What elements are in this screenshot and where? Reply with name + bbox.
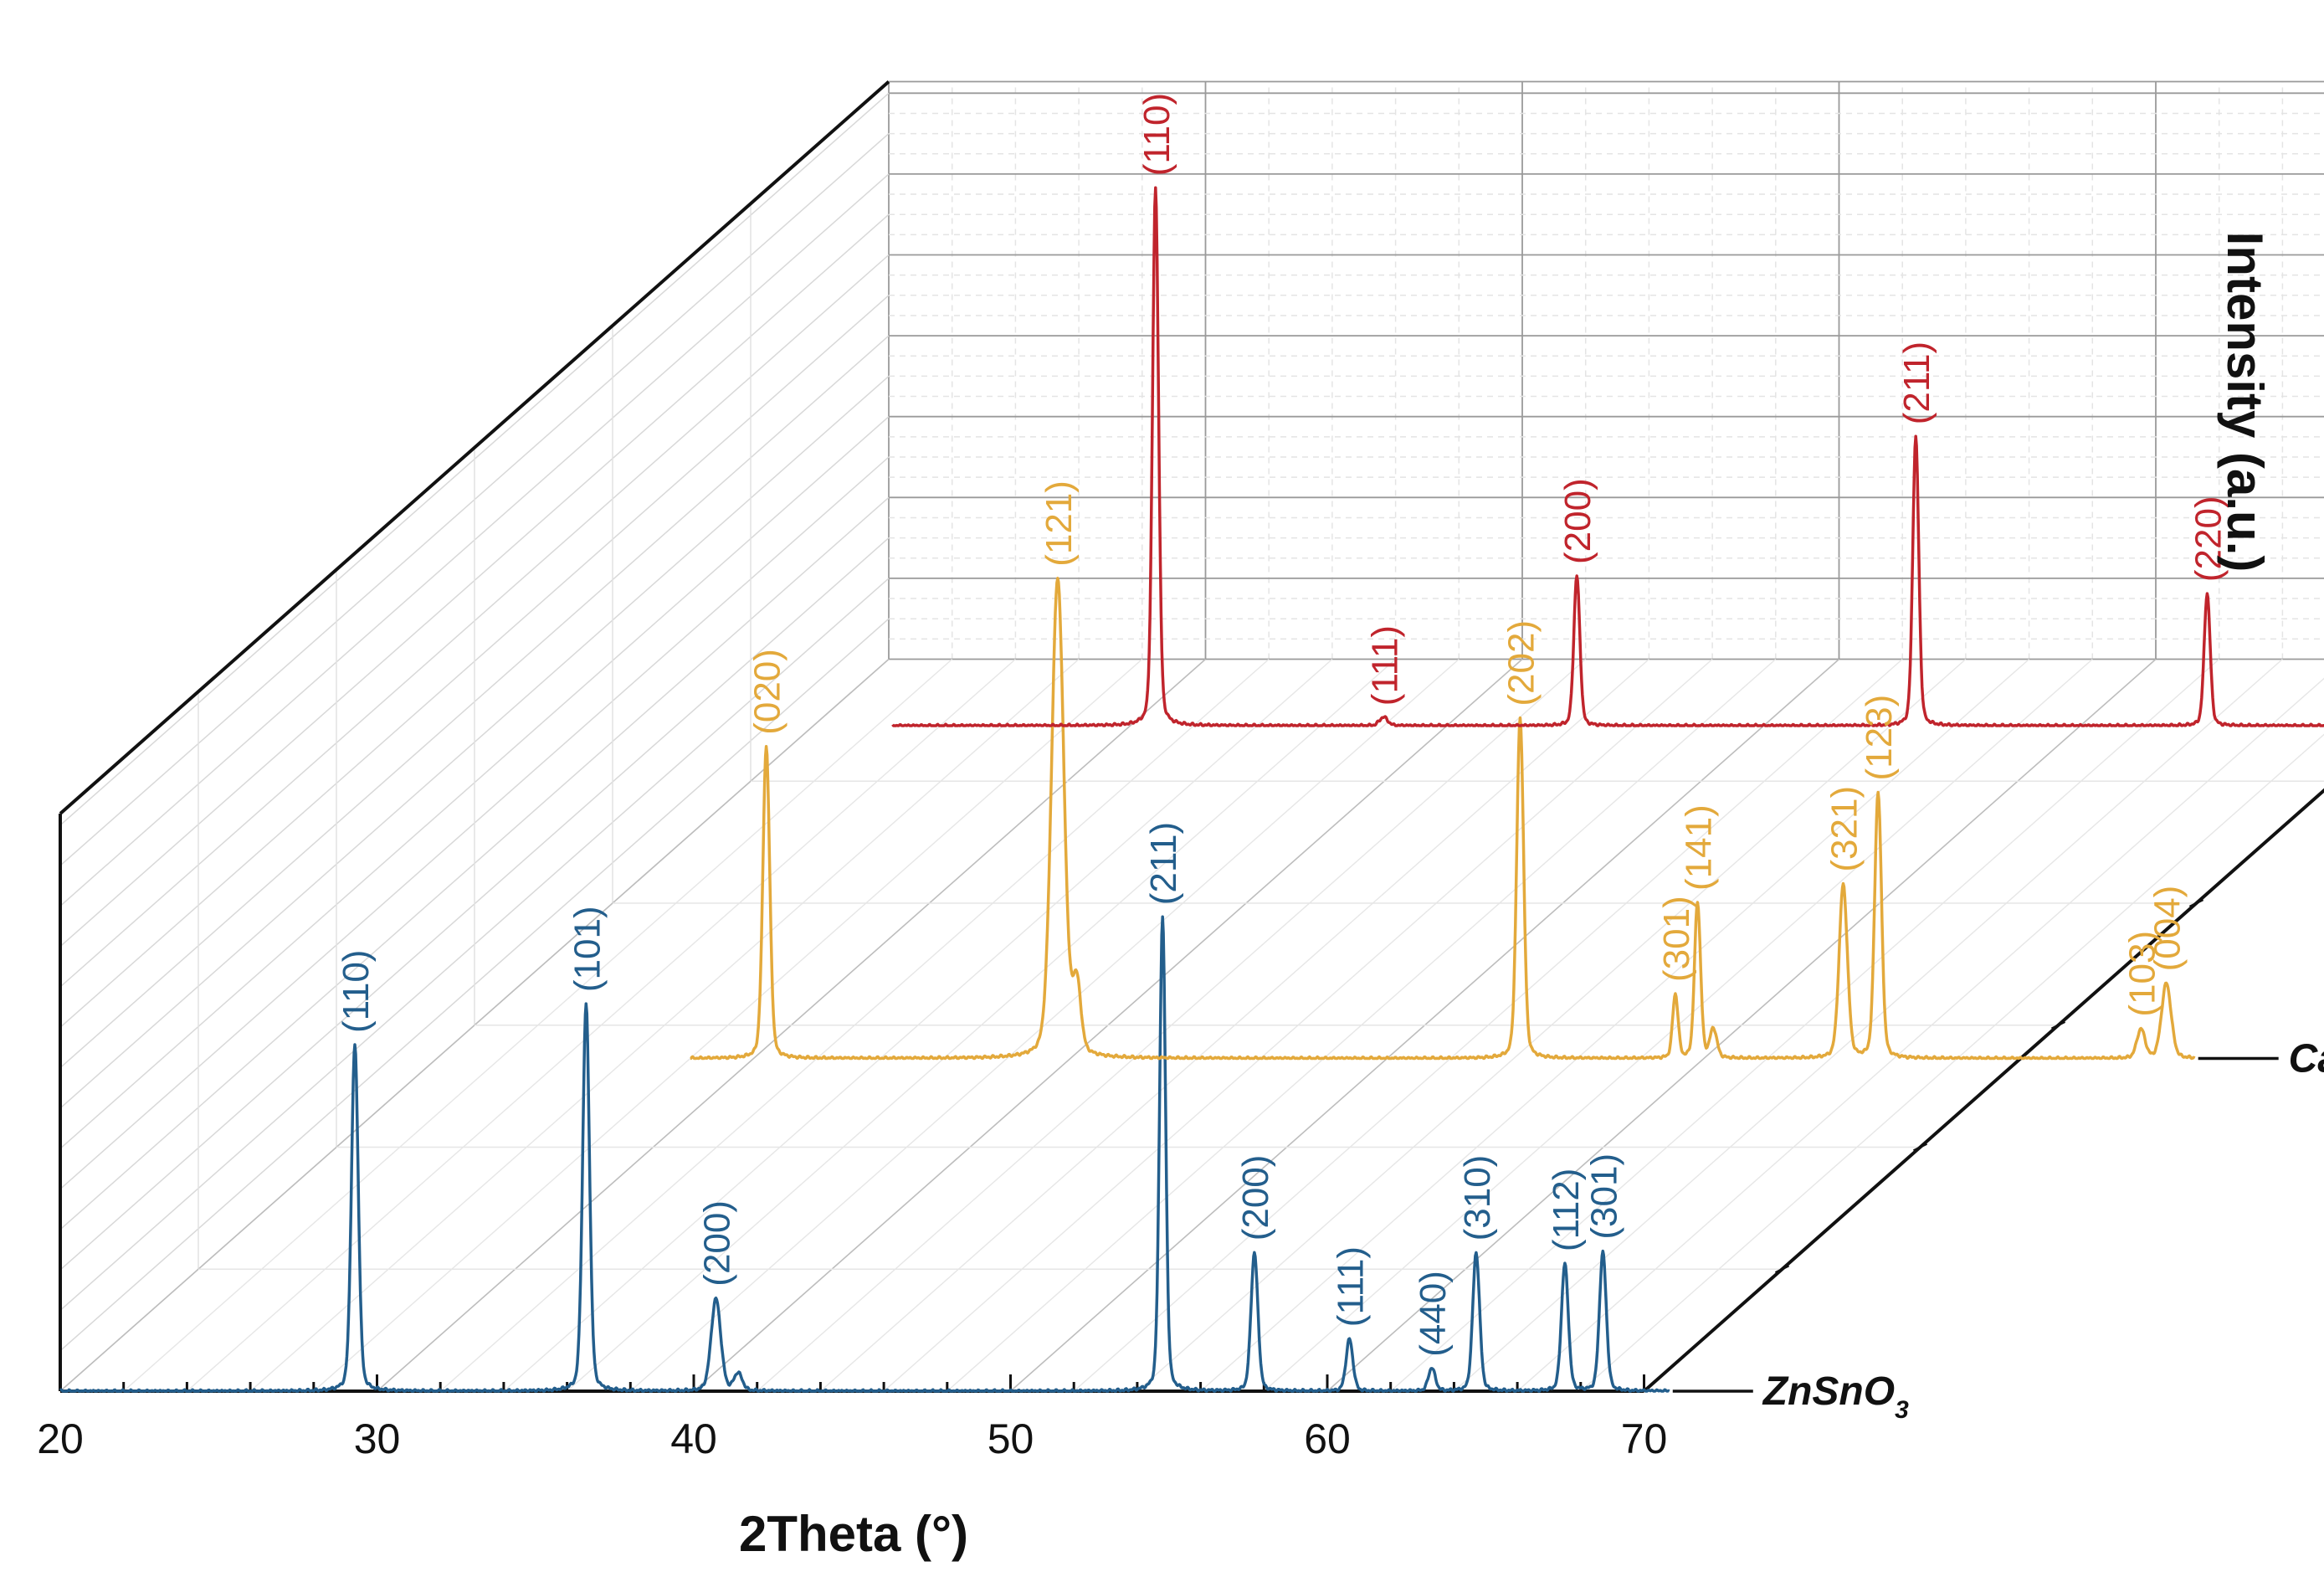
depth-tick	[1774, 1265, 1790, 1274]
series-name-subscript: 3	[1895, 1396, 1909, 1424]
x-tick-label: 30	[354, 1415, 401, 1462]
peak-label: (301)	[1583, 1153, 1624, 1240]
depth-tick	[1912, 1143, 1928, 1152]
peak-label: (321)	[1824, 786, 1865, 872]
series-line-casno	[689, 577, 2196, 1061]
peak-label: (301)	[1656, 896, 1697, 982]
series-line-basno	[891, 186, 2324, 727]
peak-label: (200)	[1235, 1155, 1276, 1241]
peak-label: (111)	[1331, 1246, 1372, 1327]
peak-label: (211)	[1896, 342, 1937, 424]
x-axis-title: 2Theta (°)	[739, 1506, 968, 1562]
peak-label: (004)	[2147, 886, 2188, 972]
series-name-casno: CaSnO3	[2289, 1037, 2324, 1092]
y-axis-title: Intensity (a.u.)	[2217, 232, 2273, 573]
x-tick-label: 60	[1304, 1415, 1351, 1462]
peak-label: (121)	[1039, 480, 1080, 567]
peak-label: (200)	[1557, 478, 1598, 564]
chart-series	[59, 186, 2324, 1393]
chart-grid	[59, 81, 2324, 1392]
peak-label: (111)	[1364, 625, 1405, 706]
peak-label: (220)	[2188, 496, 2229, 582]
series-line-znsno	[59, 915, 1670, 1393]
depth-tick	[2188, 898, 2204, 908]
peak-label: (123)	[1859, 695, 1900, 781]
peak-label: (110)	[1136, 93, 1177, 176]
depth-tick	[2050, 1020, 2066, 1030]
peak-label: (101)	[567, 906, 608, 992]
peak-label: (200)	[697, 1200, 738, 1287]
x-tick-label: 50	[988, 1415, 1034, 1462]
x-tick-label: 70	[1621, 1415, 1668, 1462]
peak-label: (310)	[1457, 1155, 1498, 1241]
top-left-edge	[59, 80, 890, 815]
peak-label: (020)	[747, 649, 788, 735]
peak-label: (440)	[1413, 1271, 1454, 1357]
x-tick-label: 20	[37, 1415, 84, 1462]
peak-label: (112)	[1546, 1169, 1587, 1251]
peak-label: (103)	[2121, 931, 2162, 1017]
peak-label: (211)	[1143, 822, 1184, 905]
chart-labels: 20 30 40 50 60 70 ZnSnO3 (110) (101) (200) (211) (2…	[37, 93, 2324, 1462]
peak-label: (141)	[1678, 804, 1719, 891]
peak-label: (202)	[1501, 620, 1542, 706]
chart-frame	[59, 80, 2324, 1393]
x-tick-label: 40	[670, 1415, 717, 1462]
series-name-znsno: ZnSnO3	[1762, 1369, 1909, 1424]
peak-label: (110)	[336, 950, 377, 1033]
